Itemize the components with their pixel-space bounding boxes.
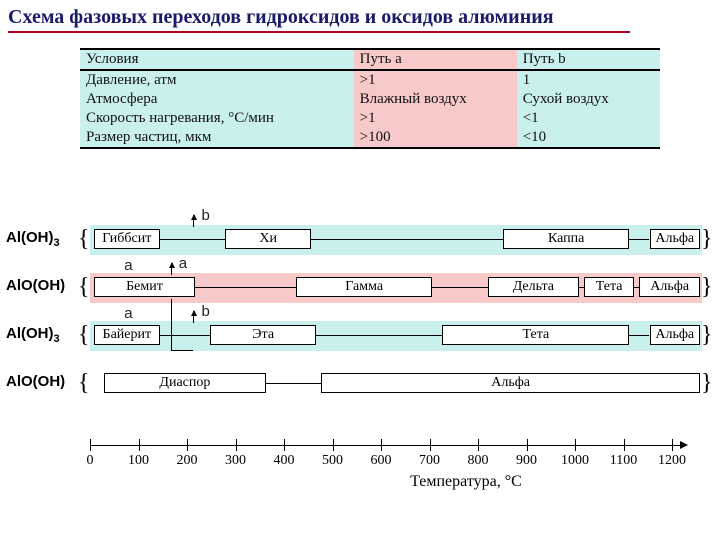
axis-tick: [139, 439, 140, 451]
phase-box: Альфа: [321, 373, 700, 393]
connector: [171, 350, 194, 351]
table-row: Влажный воздух: [354, 90, 517, 109]
axis-tick-label: 300: [225, 453, 246, 469]
table-row: Атмосфера: [80, 90, 354, 109]
table-row: Сухой воздух: [517, 90, 660, 109]
axis-tick-label: 600: [371, 453, 392, 469]
phase-box: Альфа: [650, 325, 701, 345]
phase-box: Гиббсит: [94, 229, 160, 249]
brace-right-icon: }: [701, 227, 713, 251]
table-row: <1: [517, 109, 660, 128]
connector: [432, 287, 488, 288]
th-path-b: Путь b: [517, 49, 660, 70]
axis-tick-label: 400: [274, 453, 295, 469]
phase-box: Тета: [442, 325, 629, 345]
connector: [629, 335, 649, 336]
phase-box: Альфа: [639, 277, 700, 297]
phase-box: Гамма: [296, 277, 432, 297]
conditions-table: Условия Путь a Путь b Давление, атм>11 Ат…: [80, 48, 660, 149]
title-underline: [8, 31, 630, 33]
connector: [629, 239, 649, 240]
phase-box: Байерит: [94, 325, 160, 345]
table-row: Давление, атм: [80, 70, 354, 90]
axis-tick: [527, 439, 528, 451]
temperature-axis: 0 100 200 300 400 500 600 700 800 900 1000 1100 1200…: [90, 435, 690, 495]
phase-box: Хи: [225, 229, 311, 249]
axis-tick-label: 700: [419, 453, 440, 469]
brace-left-icon: }: [78, 371, 90, 395]
connector: [171, 299, 172, 350]
axis-tick-label: 1200: [658, 453, 686, 469]
axis-tick: [672, 439, 673, 451]
table-row: 1: [517, 70, 660, 90]
axis-tick-label: 100: [128, 453, 149, 469]
brace-left-icon: }: [78, 275, 90, 299]
table-row: >1: [354, 109, 517, 128]
formula-label: AlO(OH): [6, 277, 65, 294]
arrow-up-icon: [171, 263, 172, 275]
phase-box: Дельта: [488, 277, 579, 297]
axis-tick-label: 1100: [610, 453, 637, 469]
connector: [195, 287, 296, 288]
axis-tick: [624, 439, 625, 451]
axis-tick: [381, 439, 382, 451]
axis-tick: [236, 439, 237, 451]
page-title: Схема фазовых переходов гидроксидов и ок…: [8, 6, 554, 29]
path-label: a: [124, 257, 132, 274]
table-row: Скорость нагревания, °С/мин: [80, 109, 354, 128]
brace-right-icon: }: [701, 371, 713, 395]
path-label: b: [201, 303, 209, 320]
table-row: <10: [517, 128, 660, 148]
axis-arrowhead: [680, 441, 688, 449]
axis-tick: [575, 439, 576, 451]
connector: [160, 335, 211, 336]
phase-box: Эта: [210, 325, 316, 345]
axis-tick-label: 500: [322, 453, 343, 469]
table-row: >100: [354, 128, 517, 148]
th-conditions: Условия: [80, 49, 354, 70]
axis-tick: [187, 439, 188, 451]
axis-tick-label: 900: [516, 453, 537, 469]
path-label: a: [124, 305, 132, 322]
path-label: a: [179, 255, 187, 272]
table-row: >1: [354, 70, 517, 90]
brace-left-icon: }: [78, 227, 90, 251]
arrow-up-icon: [193, 311, 194, 323]
axis-tick: [284, 439, 285, 451]
connector: [316, 335, 442, 336]
connector: [311, 239, 503, 240]
axis-tick: [90, 439, 91, 451]
axis-tick: [333, 439, 334, 451]
brace-right-icon: }: [701, 275, 713, 299]
table-row: Размер частиц, мкм: [80, 128, 354, 148]
phase-box: Бемит: [94, 277, 195, 297]
brace-left-icon: }: [78, 323, 90, 347]
axis-tick: [478, 439, 479, 451]
th-path-a: Путь a: [354, 49, 517, 70]
connector: [160, 239, 226, 240]
path-label: b: [201, 207, 209, 224]
phase-box: Диаспор: [104, 373, 266, 393]
axis-tick-label: 1000: [561, 453, 589, 469]
phase-box: Каппа: [503, 229, 629, 249]
brace-right-icon: }: [701, 323, 713, 347]
formula-label: Al(OH)3: [6, 229, 60, 249]
axis-tick-label: 800: [468, 453, 489, 469]
connector: [266, 383, 322, 384]
phase-box: Альфа: [650, 229, 701, 249]
axis-tick: [430, 439, 431, 451]
formula-label: Al(OH)3: [6, 325, 60, 345]
formula-label: AlO(OH): [6, 373, 65, 390]
axis-title: Температура, °С: [410, 473, 522, 491]
axis-tick-label: 200: [177, 453, 198, 469]
axis-line: [90, 445, 680, 446]
arrow-up-icon: [193, 215, 194, 227]
phase-box: Тета: [584, 277, 635, 297]
axis-tick-label: 0: [87, 453, 94, 469]
